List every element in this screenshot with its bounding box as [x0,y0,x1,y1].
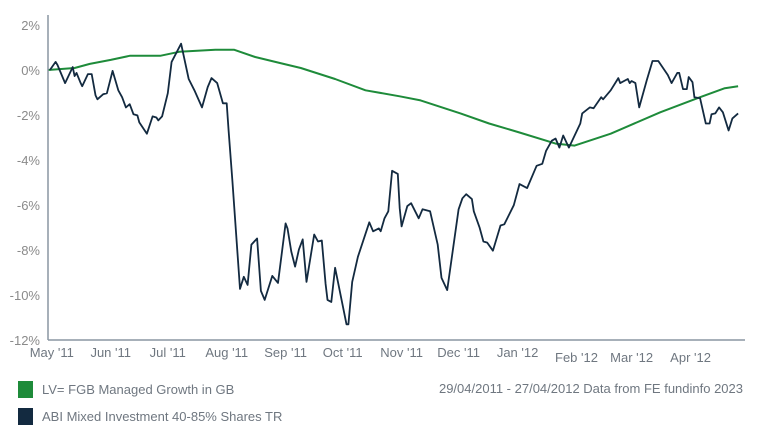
x-tick-label: Jun '11 [90,345,131,360]
x-tick-label: Sep '11 [264,345,307,360]
y-tick-label: -8% [17,243,41,258]
x-tick-label: Jan '12 [497,345,539,360]
y-tick-label: -6% [17,198,41,213]
x-tick-label: Apr '12 [670,350,711,365]
series-line-fund [47,48,739,147]
x-axis-ticks: May '11 Jun '11 Jul '11 Aug '11 Sep '11 Oct '… [30,345,711,365]
legend-item-fund: LV= FGB Managed Growth in GB [18,381,234,398]
x-tick-label: Dec '11 [437,345,480,360]
x-tick-label: Mar '12 [610,350,653,365]
x-tick-label: Nov '11 [380,345,423,360]
x-tick-label: Jul '11 [150,345,186,360]
y-tick-label: -12% [10,333,41,348]
data-source-caption: 29/04/2011 - 27/04/2012 Data from FE fun… [438,381,743,396]
legend-swatch-fund [18,381,33,398]
y-tick-label: -10% [10,288,41,303]
y-axis-ticks: 2% 0% -2% -4% -6% -8% -10% -12% [10,18,41,348]
series-lines [47,42,739,326]
legend-swatch-sector [18,408,33,425]
x-tick-label: Oct '11 [323,345,363,360]
legend-item-sector: ABI Mixed Investment 40-85% Shares TR [18,408,282,425]
y-tick-label: 0% [21,63,40,78]
series-line-sector [49,42,739,326]
legend-label-fund: LV= FGB Managed Growth in GB [42,382,235,397]
x-tick-label: May '11 [30,345,74,360]
legend-label-sector: ABI Mixed Investment 40-85% Shares TR [42,409,283,424]
y-tick-label: -2% [17,108,41,123]
x-tick-label: Feb '12 [555,350,598,365]
y-tick-label: -4% [17,153,41,168]
x-tick-label: Aug '11 [205,345,248,360]
y-tick-label: 2% [21,18,40,33]
